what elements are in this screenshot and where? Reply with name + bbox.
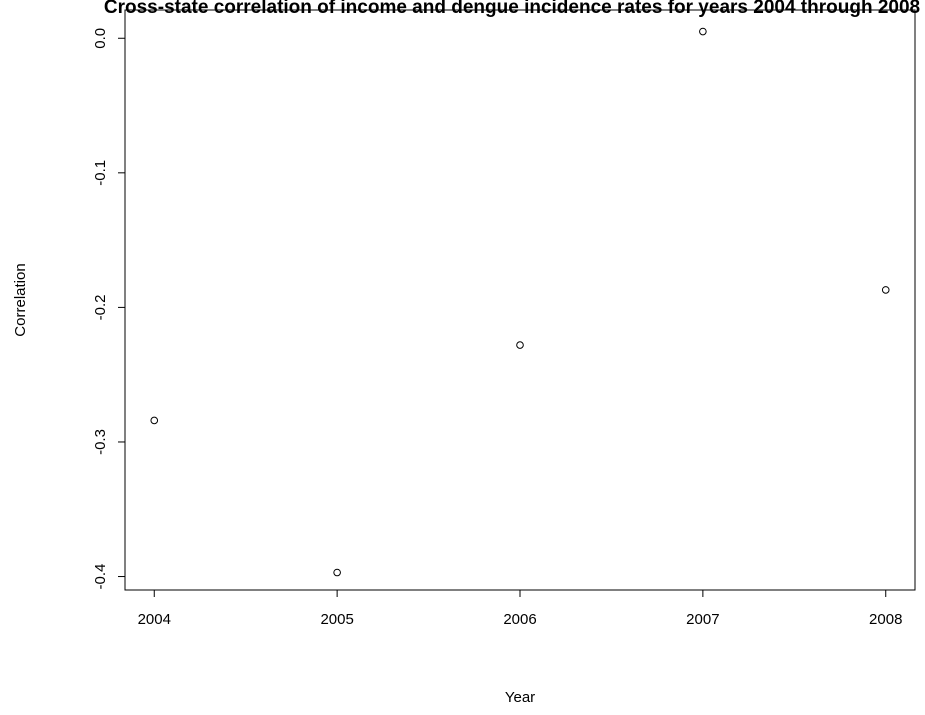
y-tick-label: -0.2 — [92, 294, 109, 320]
y-axis-label: Correlation — [12, 263, 29, 336]
data-point-2006 — [516, 341, 524, 349]
data-point-2008 — [881, 286, 890, 294]
data-point-2005 — [333, 568, 341, 577]
plot-frame-layer — [124, 9, 916, 591]
x-tick-label: 2005 — [320, 611, 353, 628]
chart-title: Cross-state correlation of income and de… — [104, 0, 920, 18]
data-point-2007 — [699, 27, 707, 36]
axis-labels: Year Correlation — [12, 263, 535, 706]
x-axis: 2004 2005 2006 2007 2008 — [138, 589, 902, 628]
y-axis: 0.0 -0.1 -0.2 -0.3 -0.4 — [92, 28, 126, 590]
x-tick-label: 2008 — [869, 611, 902, 628]
x-axis-label: Year — [505, 689, 535, 706]
y-tick-label: -0.4 — [92, 564, 109, 590]
y-tick-label: 0.0 — [92, 28, 109, 49]
plot-border — [124, 9, 916, 591]
y-tick-label: -0.3 — [92, 429, 109, 455]
data-points — [150, 27, 890, 577]
data-point-2004 — [150, 416, 159, 425]
x-tick-label: 2004 — [138, 611, 171, 628]
title-layer: Cross-state correlation of income and de… — [104, 0, 920, 18]
y-tick-label: -0.1 — [92, 160, 109, 186]
x-tick-label: 2006 — [503, 611, 536, 628]
x-tick-label: 2007 — [686, 611, 719, 628]
